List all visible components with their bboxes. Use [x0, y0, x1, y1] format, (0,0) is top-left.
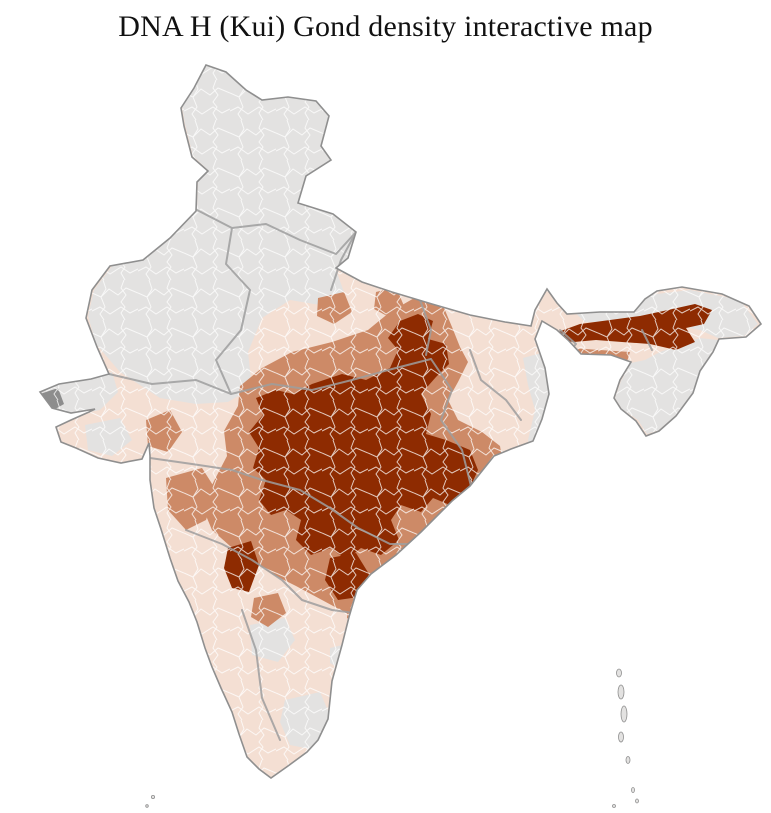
island[interactable] — [612, 804, 616, 808]
district-dark-grey-bengal[interactable] — [534, 440, 557, 467]
state-borders — [108, 209, 653, 741]
island[interactable] — [145, 804, 149, 808]
island[interactable] — [635, 798, 639, 804]
island[interactable] — [631, 787, 635, 793]
island[interactable] — [618, 731, 624, 743]
island[interactable] — [150, 795, 155, 800]
island[interactable] — [620, 705, 628, 723]
district-boundaries-overlay — [40, 65, 761, 778]
island[interactable] — [617, 684, 625, 700]
andaman-nicobar-islands[interactable] — [612, 668, 639, 808]
island[interactable] — [616, 668, 622, 678]
region-medium-odisha-coast[interactable] — [430, 524, 471, 566]
island[interactable] — [625, 756, 631, 764]
map-title: DNA H (Kui) Gond density interactive map — [118, 10, 653, 43]
lakshadweep-islands[interactable] — [145, 795, 155, 808]
